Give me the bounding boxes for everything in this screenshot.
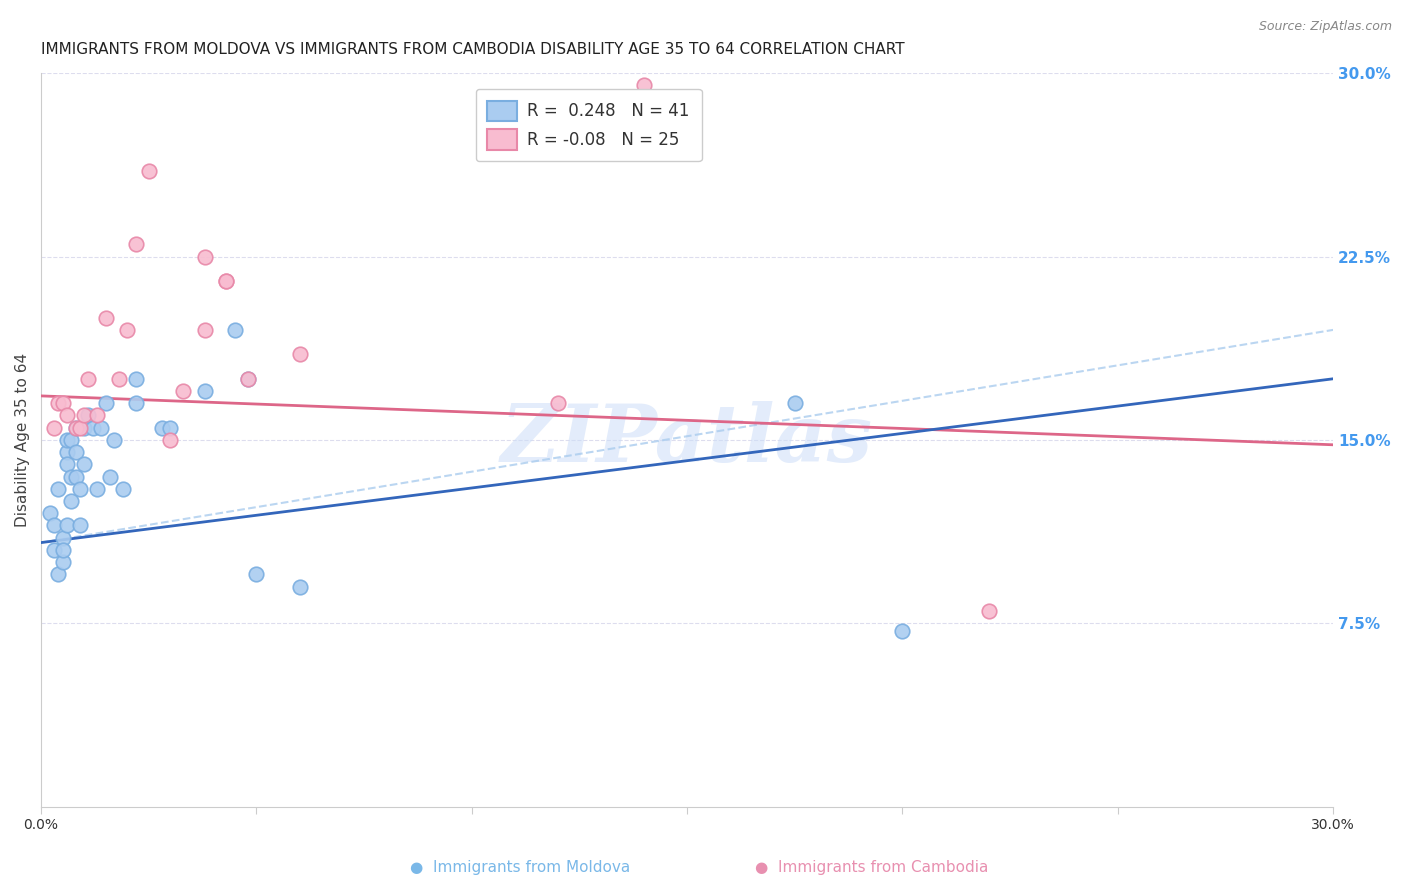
Point [117,323,139,337]
Point [90,420,112,434]
Text: IMMIGRANTS FROM MOLDOVA VS IMMIGRANTS FROM CAMBODIA DISABILITY AGE 35 TO 64 CORR: IMMIGRANTS FROM MOLDOVA VS IMMIGRANTS FR… [41,42,904,57]
Point [65,469,87,483]
Point [77,372,100,386]
Point [86,482,108,496]
Point [60,433,83,447]
Point [60,469,83,483]
Point [194,384,217,398]
Point [82,420,104,434]
Point [65,445,87,459]
Point [73,409,96,423]
Point [288,347,311,361]
Point [69,482,91,496]
Point [194,250,217,264]
Point [94,310,117,325]
Point [138,164,160,178]
Point [56,409,79,423]
Text: ●  Immigrants from Moldova: ● Immigrants from Moldova [411,861,630,875]
Point [56,458,79,472]
Point [46,567,69,582]
Point [60,494,83,508]
Point [52,396,75,410]
Point [38,506,60,520]
Point [52,531,75,545]
Point [94,396,117,410]
Text: ZIPatlas: ZIPatlas [501,401,873,479]
Point [125,372,148,386]
Point [56,445,79,459]
Point [891,624,914,638]
Text: ●  Immigrants from Cambodia: ● Immigrants from Cambodia [755,861,988,875]
Point [288,580,311,594]
Point [56,433,79,447]
Legend: R =  0.248   N = 41, R = -0.08   N = 25: R = 0.248 N = 41, R = -0.08 N = 25 [475,89,702,161]
Point [633,78,655,93]
Point [69,518,91,533]
Point [77,409,100,423]
Point [159,433,181,447]
Point [172,384,194,398]
Point [236,372,259,386]
Point [42,542,65,557]
Point [125,396,148,410]
Point [46,482,69,496]
Point [111,482,134,496]
Point [215,274,238,288]
Point [56,518,79,533]
Y-axis label: Disability Age 35 to 64: Disability Age 35 to 64 [15,353,30,527]
Point [547,396,569,410]
Point [107,372,129,386]
Point [150,420,173,434]
Point [69,420,91,434]
Point [98,469,121,483]
Point [194,323,217,337]
Point [46,396,69,410]
Point [103,433,125,447]
Point [215,274,238,288]
Point [73,458,96,472]
Point [125,237,148,252]
Point [42,420,65,434]
Point [236,372,259,386]
Point [977,604,1000,618]
Point [86,409,108,423]
Point [52,555,75,569]
Point [224,323,246,337]
Text: Source: ZipAtlas.com: Source: ZipAtlas.com [1258,20,1392,33]
Point [65,420,87,434]
Point [42,518,65,533]
Point [783,396,806,410]
Point [52,542,75,557]
Point [73,420,96,434]
Point [245,567,267,582]
Point [159,420,181,434]
Point [65,420,87,434]
